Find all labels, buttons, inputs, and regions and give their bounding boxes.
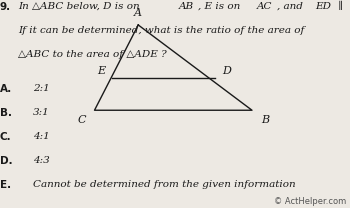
Text: A.: A.	[0, 84, 12, 94]
Text: 3:1: 3:1	[33, 108, 50, 117]
Text: , and: , and	[277, 2, 306, 11]
Text: △ABC to the area of △ADE ?: △ABC to the area of △ADE ?	[18, 50, 167, 59]
Text: E: E	[97, 66, 105, 76]
Text: 9.: 9.	[0, 2, 11, 12]
Text: AB: AB	[179, 2, 194, 11]
Text: If it can be determined, what is the ratio of the area of: If it can be determined, what is the rat…	[18, 26, 304, 35]
Text: © ActHelper.com: © ActHelper.com	[274, 197, 346, 206]
Text: D: D	[222, 66, 231, 76]
Text: A: A	[134, 8, 142, 18]
Text: B: B	[261, 115, 269, 125]
Text: 4:1: 4:1	[33, 132, 50, 141]
Text: D.: D.	[0, 156, 13, 166]
Text: ∥: ∥	[335, 2, 347, 11]
Text: AC: AC	[257, 2, 273, 11]
Text: C.: C.	[0, 132, 12, 142]
Text: In △ABC below, D is on: In △ABC below, D is on	[18, 2, 143, 11]
Text: C: C	[77, 115, 86, 125]
Text: ED: ED	[315, 2, 331, 11]
Text: B.: B.	[0, 108, 12, 118]
Text: , E is on: , E is on	[198, 2, 244, 11]
Text: E.: E.	[0, 180, 11, 190]
Text: 4:3: 4:3	[33, 156, 50, 165]
Text: 2:1: 2:1	[33, 84, 50, 93]
Text: Cannot be determined from the given information: Cannot be determined from the given info…	[33, 180, 296, 189]
